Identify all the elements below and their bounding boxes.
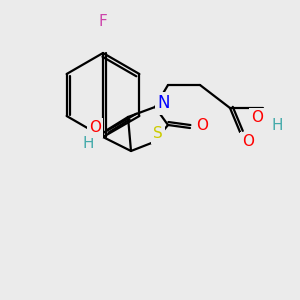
Text: H: H	[271, 118, 283, 133]
Text: S: S	[153, 127, 163, 142]
Text: F: F	[99, 14, 107, 29]
Text: O: O	[196, 118, 208, 134]
Text: H: H	[82, 136, 94, 151]
Text: N: N	[158, 94, 170, 112]
Text: O: O	[89, 121, 101, 136]
Text: O: O	[242, 134, 254, 149]
Text: O: O	[251, 110, 263, 125]
